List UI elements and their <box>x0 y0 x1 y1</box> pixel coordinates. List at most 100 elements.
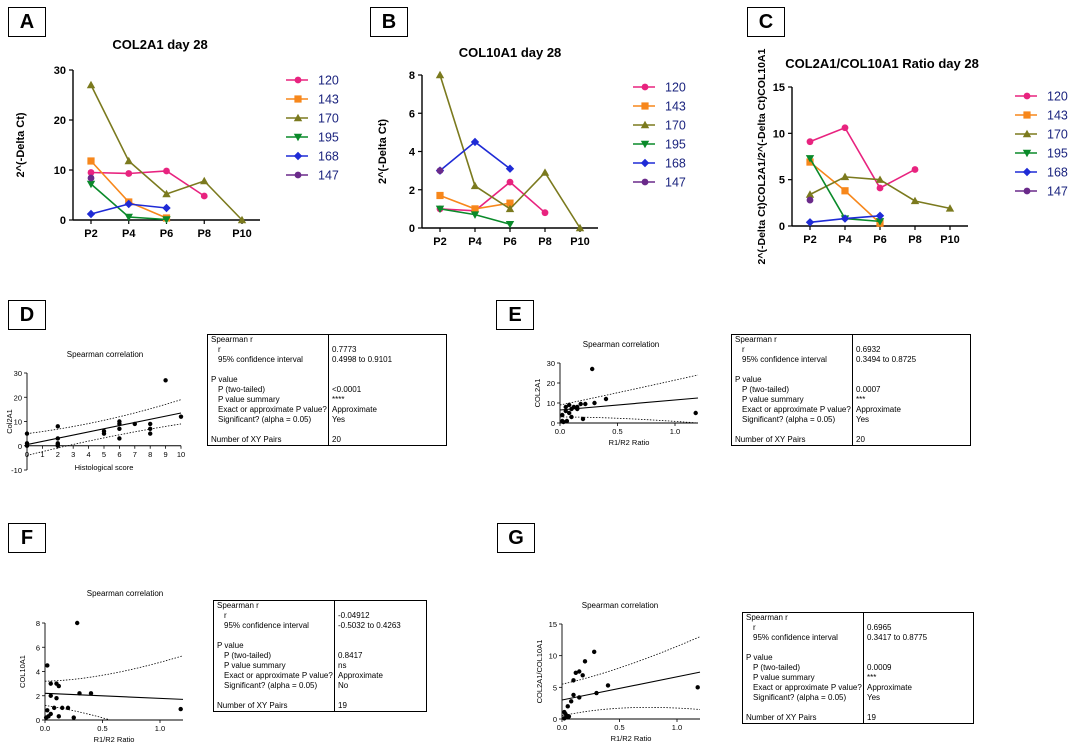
chart-c-legend-label-147: 147 <box>1047 185 1068 199</box>
chart-f-point <box>65 705 71 711</box>
chart-f-point <box>45 663 50 668</box>
chart-f-point <box>52 705 57 711</box>
chart-e-point <box>583 401 588 407</box>
chart-b-xtick-label: P8 <box>538 236 551 248</box>
chart-c-legend-marker-147 <box>1023 187 1031 195</box>
chart-f-title: Spearman correlation <box>87 589 163 598</box>
stats-row: Exact or approximate P value? Approximate <box>732 405 970 415</box>
chart-e-ylabel: COL2A1 <box>533 379 542 408</box>
stats-value <box>335 631 338 641</box>
chart-e-point <box>693 410 698 416</box>
chart-g-point <box>592 649 597 655</box>
stats-row: Number of XY Pairs 19 <box>743 713 973 723</box>
chart-f-point <box>56 714 61 719</box>
chart-a-series-120-point <box>125 170 133 177</box>
stats-value: Approximate <box>338 671 383 680</box>
chart-a-series-170-point <box>237 215 247 224</box>
chart-d-point <box>24 431 30 436</box>
chart-e-title: Spearman correlation <box>583 340 659 349</box>
chart-b-series-170-point <box>435 70 445 79</box>
chart-e-xtick-label: 1.0 <box>670 427 680 436</box>
chart-a-ytick-label: 20 <box>54 115 66 127</box>
chart-g-point <box>577 695 582 700</box>
chart-c-xtick-label: P6 <box>873 234 886 246</box>
stats-value: Approximate <box>856 405 901 414</box>
chart-a-legend-label-147: 147 <box>318 169 339 183</box>
stats-key: Significant? (alpha = 0.05) <box>743 693 864 703</box>
chart-a-legend-label-195: 195 <box>318 131 339 145</box>
chart-d-title: Spearman correlation <box>67 350 143 359</box>
stats-key: P (two-tailed) <box>743 663 864 673</box>
chart-a-legend-marker-195 <box>293 133 303 142</box>
stats-value <box>329 365 332 375</box>
chart-e-ytick-label: 30 <box>547 359 555 368</box>
stats-value: Approximate <box>867 683 912 692</box>
chart-b-series-170-point <box>505 204 515 213</box>
chart-b-ytick-label: 0 <box>409 223 415 235</box>
panel-label-a: A <box>8 7 46 37</box>
chart-a-legend-marker-143 <box>294 95 302 103</box>
chart-d-ytick-label: 0 <box>18 442 22 451</box>
chart-b-series-170-point <box>575 223 585 232</box>
stats-value: 0.6965 <box>867 623 892 632</box>
stats-row: Significant? (alpha = 0.05) Yes <box>208 415 446 425</box>
chart-d-ytick-label: 10 <box>14 418 22 427</box>
chart-a-series-195-point <box>86 180 96 189</box>
chart-a-legend-label-170: 170 <box>318 112 339 126</box>
chart-e-point <box>603 396 609 402</box>
stats-key: P (two-tailed) <box>208 385 329 395</box>
chart-b-series-195-point <box>505 220 515 229</box>
chart-f-point <box>71 715 76 720</box>
stats-value <box>864 703 867 713</box>
chart-d-xtick-label: 5 <box>102 450 106 459</box>
stats-row: Number of XY Pairs 19 <box>214 701 426 711</box>
stats-key: Number of XY Pairs <box>214 701 335 711</box>
chart-d-ytick-label: 20 <box>14 393 22 402</box>
stats-key: Exact or approximate P value? <box>732 405 853 415</box>
chart-f-xlabel: R1/R2 Ratio <box>94 735 135 744</box>
chart-g-point <box>571 692 576 698</box>
chart-e-point <box>564 418 570 424</box>
stats-key: 95% confidence interval <box>743 633 864 643</box>
chart-d-point <box>55 436 60 441</box>
stats-table-e: Spearman r r 0.6932 95% confidence interval… <box>731 334 971 446</box>
stats-value: -0.04912 <box>338 611 370 620</box>
chart-a-series-120-line <box>90 170 205 197</box>
stats-key: Exact or approximate P value? <box>743 683 864 693</box>
chart-c-xtick-label: P10 <box>940 234 960 246</box>
stats-row: 95% confidence interval 0.3417 to 0.8775 <box>743 633 973 643</box>
chart-f-point <box>54 695 59 701</box>
chart-c-series-170-point <box>945 204 955 212</box>
chart-c-series-120-point <box>806 138 814 146</box>
chart-c-ytick-label: 5 <box>779 175 785 187</box>
stats-row <box>732 425 970 435</box>
chart-f-point <box>60 705 65 711</box>
chart-d-xtick-label: 6 <box>117 450 121 459</box>
chart-d-ytick-label: 30 <box>14 369 22 378</box>
chart-c-legend-marker-168 <box>1022 167 1032 177</box>
chart-a-legend-marker-170 <box>293 113 303 122</box>
chart-f-point <box>77 691 82 696</box>
chart-d-ytick-label: -10 <box>11 466 22 475</box>
chart-d-point <box>117 426 122 431</box>
chart-b-series-168-line <box>439 140 511 172</box>
stats-row: Spearman r <box>732 335 970 345</box>
panel-label-b: B <box>370 7 408 37</box>
chart-c-ytick-label: 10 <box>773 128 785 140</box>
chart-b-title: COL10A1 day 28 <box>459 45 562 60</box>
chart-f-fit-line <box>45 692 184 700</box>
stats-row <box>214 691 426 701</box>
stats-row <box>743 703 973 713</box>
chart-c-legend-label-195: 195 <box>1047 147 1068 161</box>
chart-c-legend-marker-120 <box>1023 92 1031 100</box>
chart-b-xtick-label: P2 <box>433 236 446 248</box>
chart-e-point <box>569 414 574 420</box>
chart-a-series-170-point <box>200 176 209 185</box>
stats-row <box>732 365 970 375</box>
stats-row: 95% confidence interval -0.5032 to 0.4263 <box>214 621 426 631</box>
chart-a-xtick-label: P6 <box>160 228 173 240</box>
stats-row: Exact or approximate P value? Approximate <box>214 671 426 681</box>
stats-row: Significant? (alpha = 0.05) Yes <box>732 415 970 425</box>
stats-row: P value summary ns <box>214 661 426 671</box>
